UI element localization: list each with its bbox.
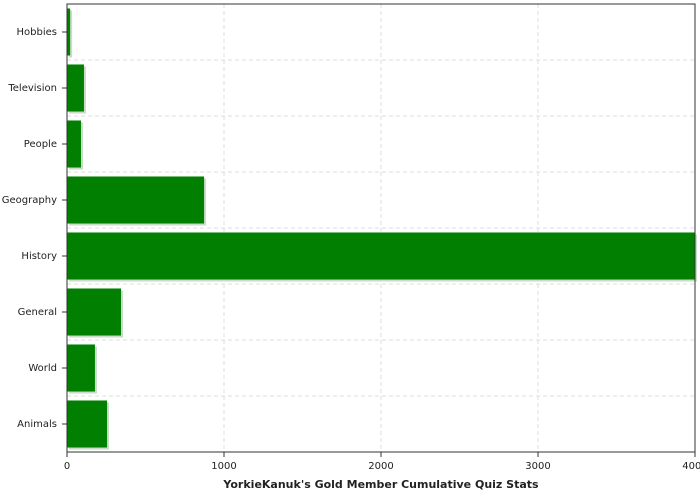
bar xyxy=(67,176,205,224)
y-tick-label: General xyxy=(18,307,57,318)
plot-border xyxy=(66,3,696,453)
y-tick-label: Hobbies xyxy=(17,27,57,38)
bar-shadow xyxy=(69,10,73,58)
bar xyxy=(67,344,95,392)
chart-title: YorkieKanuk's Gold Member Cumulative Qui… xyxy=(222,478,539,491)
bar xyxy=(67,288,122,336)
bar xyxy=(67,232,695,280)
x-tick-label: 1000 xyxy=(211,461,236,472)
y-tick-label: World xyxy=(28,363,57,374)
bar xyxy=(67,400,108,448)
y-tick-label: Television xyxy=(7,83,57,94)
x-tick-label: 3000 xyxy=(525,461,550,472)
bar xyxy=(67,8,71,56)
x-tick-label: 0 xyxy=(64,461,70,472)
y-tick-label: History xyxy=(21,251,57,262)
y-tick-label: Geography xyxy=(2,195,57,206)
y-tick-label: Animals xyxy=(17,419,57,430)
bar xyxy=(67,64,84,112)
y-tick-label: People xyxy=(24,139,57,150)
x-tick-label: 2000 xyxy=(368,461,393,472)
x-tick-label: 4000 xyxy=(682,461,700,472)
bar xyxy=(67,120,81,168)
